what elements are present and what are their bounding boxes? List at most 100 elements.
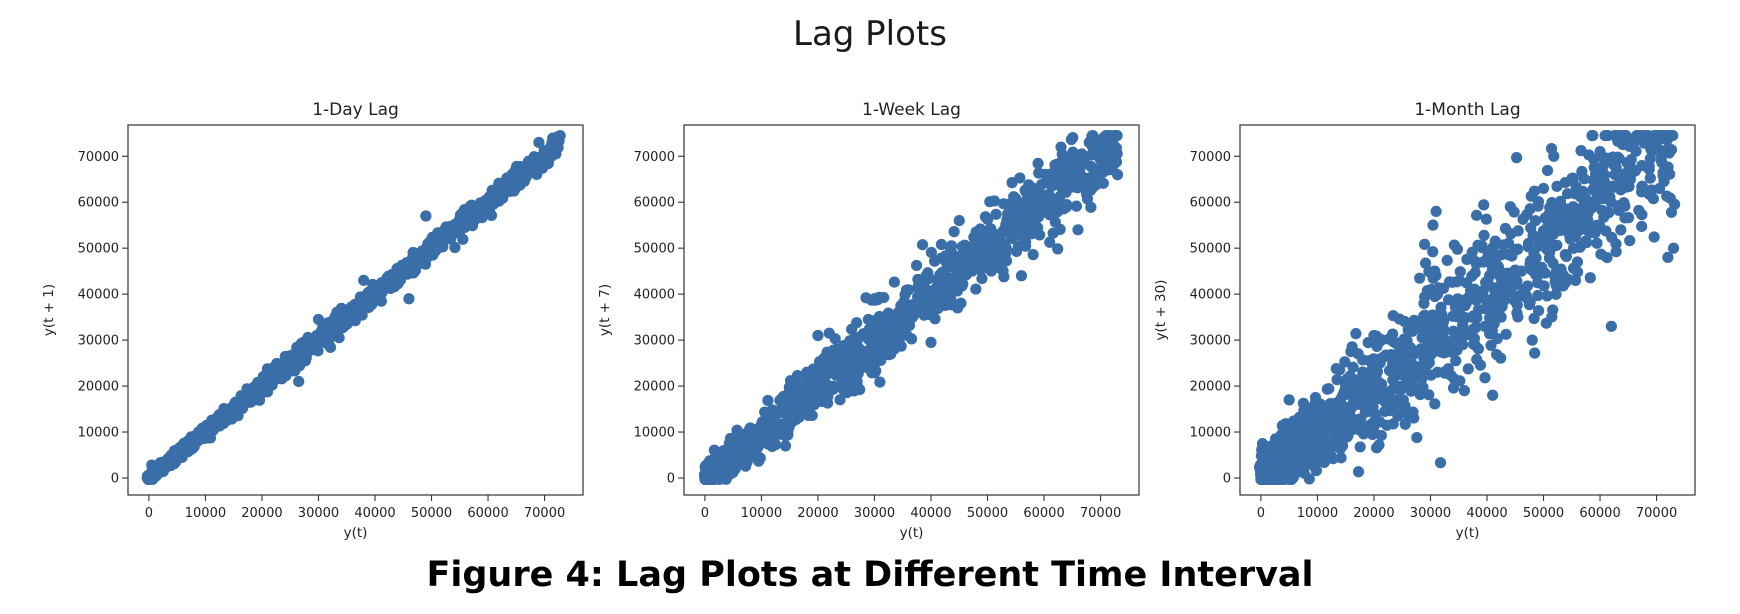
scatter-point [1336, 440, 1349, 452]
scatter-point [550, 148, 562, 160]
scatter-point [1290, 449, 1302, 461]
scatter-point [1584, 272, 1596, 284]
scatter-point [1560, 250, 1572, 262]
scatter-point [1615, 174, 1627, 186]
scatter-point [1512, 225, 1524, 237]
scatter-point [1526, 334, 1538, 346]
scatter-point [1019, 196, 1032, 208]
scatter-point [226, 401, 238, 413]
scatter-point [1550, 207, 1562, 219]
axes-frame [1239, 124, 1696, 496]
y-tick-label: 70000 [634, 150, 675, 165]
scatter-point [1099, 161, 1111, 173]
scatter-point [1447, 382, 1460, 394]
scatter-point [1318, 456, 1330, 469]
scatter-point [1437, 315, 1450, 328]
y-tick-label: 70000 [78, 150, 119, 165]
scatter-points [1253, 129, 1681, 485]
scatter-point [1541, 236, 1553, 248]
scatter-point [1023, 179, 1035, 191]
scatter-point [284, 350, 296, 362]
scatter-point [271, 372, 284, 384]
scatter-point [1427, 219, 1439, 231]
scatter-point [1551, 180, 1563, 192]
scatter-point [1636, 220, 1648, 233]
x-tick-label: 40000 [354, 506, 395, 521]
scatter-point [1613, 204, 1625, 216]
scatter-point [1395, 336, 1407, 348]
y-tick-label: 20000 [1190, 380, 1231, 395]
scatter-point [1663, 147, 1675, 159]
scatter-point [1500, 328, 1512, 340]
scatter-point [473, 210, 485, 222]
scatter-point [910, 259, 923, 272]
scatter-point [998, 198, 1010, 210]
x-tick-label: 30000 [1410, 506, 1451, 521]
scatter-point [1522, 237, 1535, 250]
scatter-point [929, 255, 941, 267]
scatter-point [1309, 391, 1322, 404]
scatter-point [833, 348, 845, 361]
y-tick-label: 50000 [634, 242, 675, 257]
scatter-point [1410, 363, 1422, 375]
scatter-point [869, 318, 881, 330]
scatter-point [1470, 209, 1483, 221]
scatter-point [1488, 282, 1500, 294]
scatter-point [1106, 143, 1118, 155]
scatter-point [760, 409, 772, 421]
scatter-point [1478, 199, 1490, 211]
x-axis-label: y(t) [1456, 525, 1480, 541]
scatter-point [1430, 205, 1442, 218]
scatter-point [1525, 222, 1537, 234]
scatter-point [481, 198, 493, 211]
scatter-point [1383, 405, 1395, 417]
scatter-point [1550, 288, 1562, 300]
scatter-point [1486, 309, 1498, 321]
panel-title: 1-Month Lag [1414, 100, 1520, 120]
scatter-point [826, 380, 838, 393]
scatter-point [1283, 394, 1295, 406]
scatter-point [425, 235, 437, 247]
scatter-point [1276, 420, 1288, 432]
scatter-point [1258, 460, 1270, 473]
scatter-point [843, 383, 855, 395]
scatter-point [1610, 162, 1622, 174]
scatter-point [358, 274, 370, 286]
scatter-point [1593, 193, 1605, 205]
scatter-point [1393, 313, 1406, 325]
scatter-point [295, 349, 307, 362]
scatter-point [784, 375, 797, 387]
scatter-point [1598, 211, 1610, 223]
scatter-point [905, 333, 918, 345]
scatter-point [1458, 385, 1470, 397]
scatter-point [1056, 157, 1068, 169]
scatter-point [1401, 377, 1413, 389]
scatter-point [1341, 431, 1353, 443]
scatter-point [514, 179, 526, 191]
scatter-point [1478, 229, 1490, 241]
panel-1-week-lag: 1-Week Lag 0 10000 20000 30000 40000 50000 6000… [597, 100, 1140, 541]
scatter-point [1415, 321, 1427, 333]
scatter-point [807, 363, 820, 375]
scatter-point [1399, 418, 1411, 430]
scatter-point [869, 367, 881, 379]
scatter-point [1588, 161, 1600, 174]
scatter-point [822, 397, 834, 409]
scatter-point [1367, 372, 1379, 385]
scatter-point [846, 357, 858, 369]
scatter-point [368, 285, 380, 297]
scatter-point [1546, 311, 1558, 323]
scatter-point [263, 378, 275, 390]
scatter-point [1648, 231, 1660, 243]
scatter-point [1306, 440, 1318, 452]
scatter-point [1484, 321, 1496, 333]
scatter-point [1647, 132, 1659, 144]
x-tick-label: 60000 [1579, 506, 1620, 521]
scatter-point [936, 286, 948, 298]
scatter-point [449, 241, 461, 254]
scatter-point [1480, 254, 1492, 266]
scatter-point [393, 264, 406, 276]
scatter-point [945, 243, 957, 256]
scatter-point [945, 261, 958, 273]
scatter-point [912, 273, 924, 286]
